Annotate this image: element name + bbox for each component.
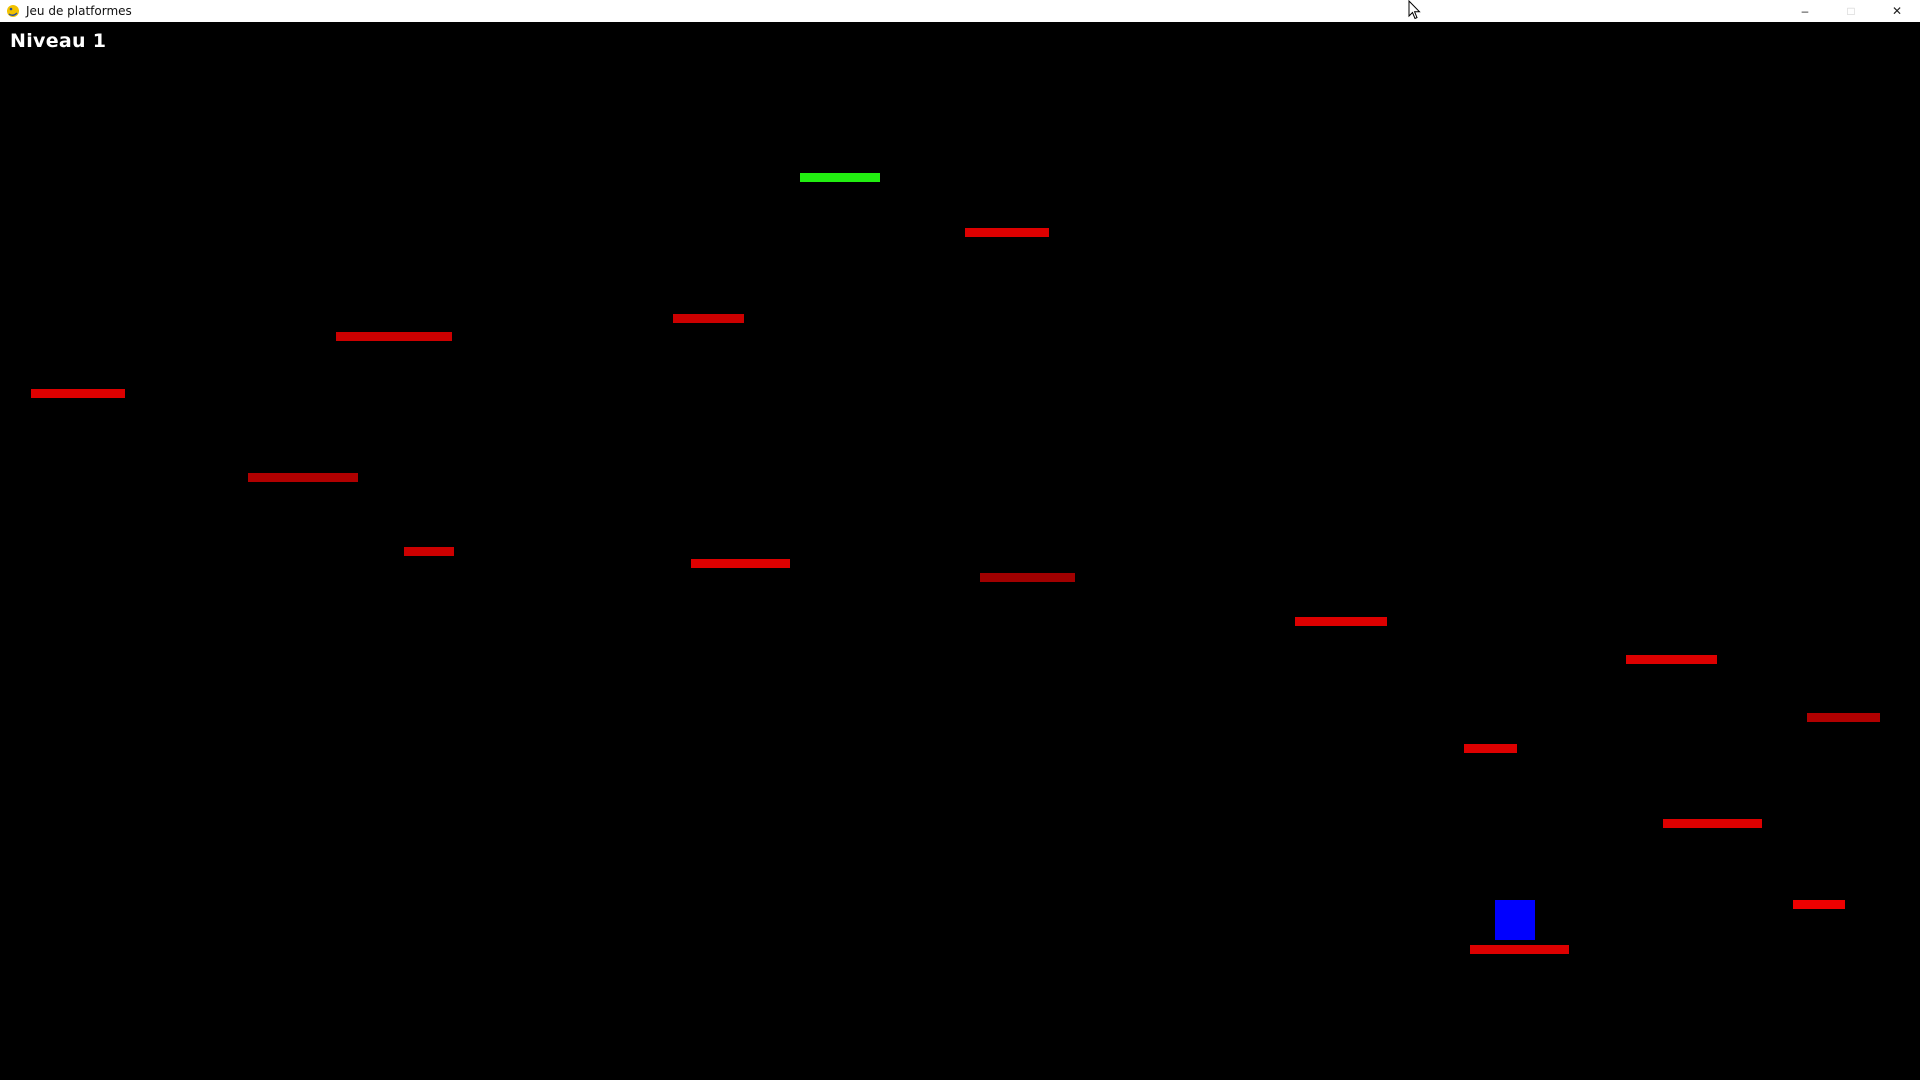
platform [404,547,454,556]
platform [1464,744,1517,753]
close-button[interactable]: ✕ [1891,4,1903,18]
title-bar[interactable]: Jeu de platformes – □ ✕ [0,0,1920,22]
player-character [1495,900,1535,940]
platform-under-player [1470,945,1569,954]
level-label: Niveau 1 [10,30,107,52]
platform [673,314,744,323]
platform [1295,617,1387,626]
platform [965,228,1049,237]
platform [1807,713,1880,722]
maximize-button[interactable]: □ [1847,4,1855,18]
window-title: Jeu de platformes [26,4,132,18]
platform [31,389,125,398]
pygame-snake-icon [6,4,20,18]
platform [691,559,790,568]
window-controls: – □ ✕ [1782,0,1920,22]
platform [1626,655,1717,664]
minimize-button[interactable]: – [1801,4,1809,18]
game-canvas[interactable]: Niveau 1 [0,22,1920,1080]
platform [980,573,1075,582]
platform [1793,900,1845,909]
platform [248,473,358,482]
goal-platform [800,173,880,182]
platform [336,332,452,341]
platform [1663,819,1762,828]
